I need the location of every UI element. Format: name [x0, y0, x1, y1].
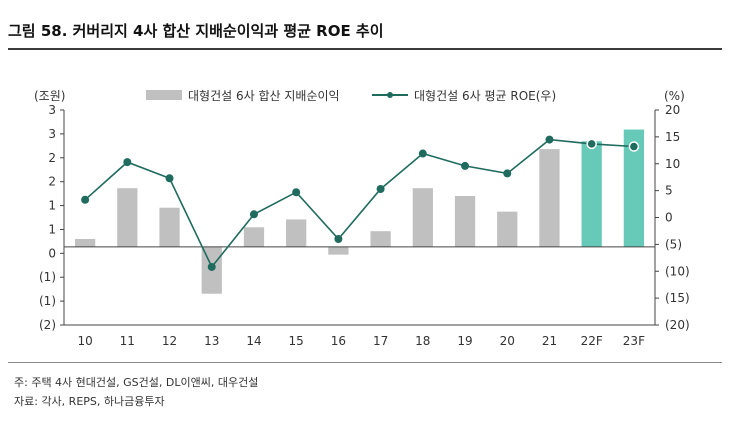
- x-tick-label: 22F: [581, 334, 603, 348]
- right-tick-label: 0: [665, 211, 673, 225]
- right-tick-label: 5: [665, 184, 673, 198]
- x-tick-label: 12: [162, 334, 177, 348]
- roe-point-20: [503, 169, 512, 178]
- roe-point-15: [292, 188, 301, 197]
- line-series: [81, 135, 640, 271]
- roe-point-21: [545, 135, 554, 144]
- left-tick-label: 2: [48, 175, 56, 189]
- title-divider: [8, 48, 722, 50]
- roe-point-14: [249, 210, 258, 219]
- bar-15: [286, 219, 307, 247]
- legend-bar-label: 대형건설 6사 합산 지배순이익: [188, 89, 340, 103]
- chart-title: 그림 58. 커버리지 4사 합산 지배순이익과 평균 ROE 추이: [8, 22, 384, 40]
- right-tick-label: (5): [665, 237, 682, 251]
- bar-17: [370, 231, 391, 247]
- left-tick-label: 3: [48, 103, 56, 117]
- left-axis-unit: (조원): [34, 89, 65, 103]
- x-tick-label: 13: [204, 334, 219, 348]
- left-tick-label: (2): [39, 318, 56, 332]
- x-axis-labels: 10 11 12 13 14 15 16 17 18 19 20 21 22F 23F: [77, 334, 645, 348]
- x-tick-label: 21: [542, 334, 557, 348]
- roe-point-19: [461, 161, 470, 170]
- left-tick-label: (1): [39, 294, 56, 308]
- left-tick-label: 3: [48, 127, 56, 141]
- bar-10: [74, 239, 96, 247]
- x-tick-label: 23F: [623, 334, 645, 348]
- x-tick-label: 14: [246, 334, 261, 348]
- right-tick-label: 20: [665, 103, 680, 117]
- left-axis-ticks: 3 3 2 2 1 1 0 (1) (1) (2): [39, 103, 64, 332]
- bar-21: [539, 149, 560, 247]
- bar-11: [117, 188, 138, 247]
- x-tick-label: 19: [457, 334, 472, 348]
- legend-bar-swatch: [146, 90, 182, 100]
- roe-point-13: [207, 262, 216, 271]
- x-tick-label: 16: [331, 334, 346, 348]
- legend-line-marker: [387, 92, 393, 98]
- bar-16: [328, 246, 349, 255]
- bar-23F: [623, 129, 645, 247]
- roe-point-16: [334, 235, 343, 243]
- bar-22F: [581, 141, 602, 247]
- right-axis-ticks: 20 15 10 5 0 (5) (10) (15) (20): [655, 103, 690, 332]
- legend-line-label: 대형건설 6사 평균 ROE(우): [414, 89, 556, 103]
- right-tick-label: 15: [665, 130, 680, 144]
- right-axis-unit: (%): [664, 89, 685, 103]
- roe-line: [84, 138, 634, 269]
- roe-point-17: [376, 185, 385, 194]
- x-tick-label: 15: [289, 334, 304, 348]
- bar-12: [159, 207, 180, 247]
- footnote: 주: 주택 4사 현대건설, GS건설, DL이앤씨, 대우건설: [14, 376, 259, 389]
- source-note: 자료: 각사, REPS, 하나금융투자: [14, 395, 165, 408]
- bar-14: [243, 227, 265, 247]
- roe-point-22F: [586, 138, 597, 150]
- roe-point-10: [81, 195, 90, 204]
- right-tick-label: (10): [665, 264, 690, 278]
- left-tick-label: 1: [48, 222, 56, 236]
- bar-series: [74, 129, 645, 294]
- bar-20: [497, 211, 518, 247]
- left-tick-label: 0: [48, 246, 56, 260]
- roe-point-18: [418, 149, 427, 158]
- roe-point-11: [123, 158, 132, 167]
- roe-point-12: [165, 174, 174, 183]
- bar-18: [412, 188, 433, 247]
- x-tick-label: 17: [373, 334, 388, 348]
- roe-point-23F: [628, 141, 640, 152]
- combo-chart: 대형건설 6사 합산 지배순이익 대형건설 6사 평균 ROE(우) (조원) …: [34, 89, 690, 348]
- left-tick-label: 1: [48, 199, 56, 213]
- x-tick-label: 18: [415, 334, 430, 348]
- footer-divider: [8, 362, 722, 363]
- x-tick-label: 20: [500, 334, 515, 348]
- x-tick-label: 10: [77, 334, 92, 348]
- x-tick-label: 11: [120, 334, 135, 348]
- legend: 대형건설 6사 합산 지배순이익 대형건설 6사 평균 ROE(우): [146, 89, 556, 103]
- left-tick-label: (1): [39, 270, 56, 284]
- right-tick-label: (15): [665, 291, 690, 305]
- right-tick-label: (20): [665, 318, 690, 332]
- left-tick-label: 2: [48, 151, 56, 165]
- right-tick-label: 10: [665, 157, 680, 171]
- bar-19: [454, 196, 476, 247]
